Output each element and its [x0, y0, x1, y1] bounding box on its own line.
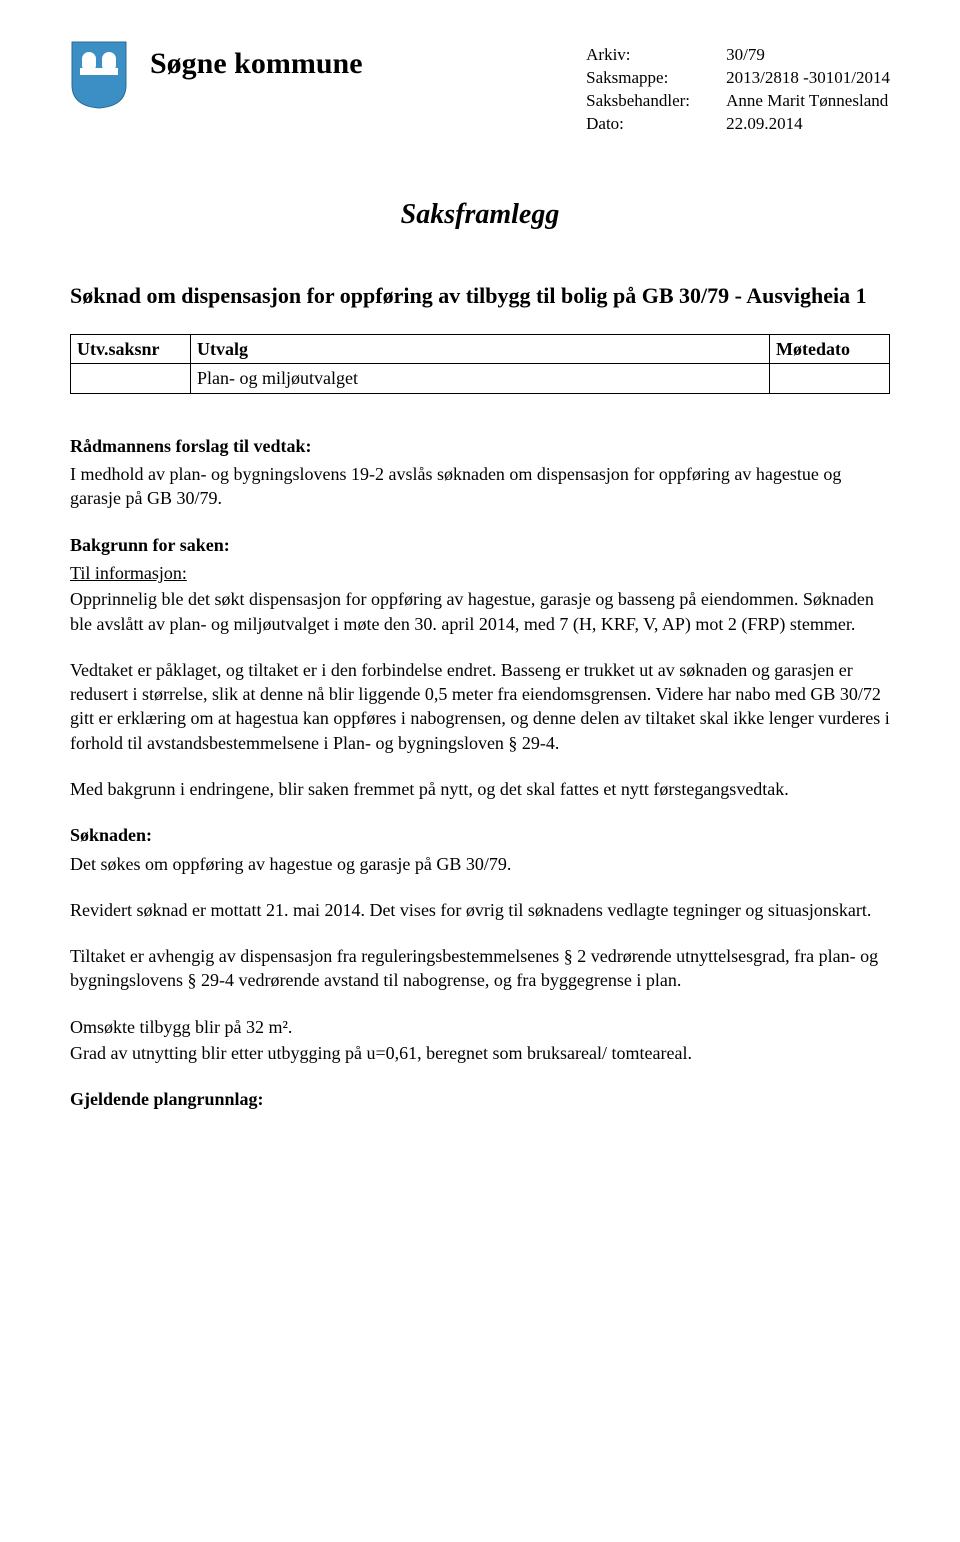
meta-value: Anne Marit Tønnesland: [726, 90, 890, 113]
meta-value: 30/79: [726, 44, 890, 67]
col-header-utvsaksnr: Utv.saksnr: [71, 335, 191, 364]
soknad-heading: Søknaden:: [70, 823, 890, 847]
meta-row-saksbehandler: Saksbehandler: Anne Marit Tønnesland: [586, 90, 890, 113]
cell-motedato: [770, 364, 890, 393]
document-header: Søgne kommune Arkiv: 30/79 Saksmappe: 20…: [70, 40, 890, 136]
tilinfo-text: Opprinnelig ble det søkt dispensasjon fo…: [70, 587, 890, 636]
col-header-utvalg: Utvalg: [191, 335, 770, 364]
meta-label: Arkiv:: [586, 44, 726, 67]
document-subtitle: Saksframlegg: [70, 196, 890, 234]
tilinfo-label: Til informasjon:: [70, 561, 890, 585]
meta-row-dato: Dato: 22.09.2014: [586, 113, 890, 136]
table-header-row: Utv.saksnr Utvalg Møtedato: [71, 335, 890, 364]
cell-utvsaksnr: [71, 364, 191, 393]
radmann-text: I medhold av plan- og bygningslovens 19-…: [70, 462, 890, 511]
meta-value: 22.09.2014: [726, 113, 890, 136]
omsokte-line1: Omsøkte tilbygg blir på 32 m².: [70, 1015, 890, 1039]
meta-label: Saksbehandler:: [586, 90, 726, 113]
bakgrunn-heading: Bakgrunn for saken:: [70, 533, 890, 557]
meta-label: Saksmappe:: [586, 67, 726, 90]
document-metadata: Arkiv: 30/79 Saksmappe: 2013/2818 -30101…: [586, 40, 890, 136]
cell-utvalg: Plan- og miljøutvalget: [191, 364, 770, 393]
org-name: Søgne kommune: [150, 40, 586, 85]
soknad-text: Det søkes om oppføring av hagestue og ga…: [70, 852, 890, 876]
meta-value: 2013/2818 -30101/2014: [726, 67, 890, 90]
meta-label: Dato:: [586, 113, 726, 136]
bakgrunn-paragraph: Med bakgrunn i endringene, blir saken fr…: [70, 777, 890, 801]
radmann-heading: Rådmannens forslag til vedtak:: [70, 434, 890, 458]
case-table: Utv.saksnr Utvalg Møtedato Plan- og milj…: [70, 334, 890, 394]
table-row: Plan- og miljøutvalget: [71, 364, 890, 393]
municipality-shield-icon: [70, 40, 128, 110]
omsokte-line2: Grad av utnytting blir etter utbygging p…: [70, 1041, 890, 1065]
gjeldende-heading: Gjeldende plangrunnlag:: [70, 1087, 890, 1111]
meta-row-arkiv: Arkiv: 30/79: [586, 44, 890, 67]
vedtak-paragraph: Vedtaket er påklaget, og tiltaket er i d…: [70, 658, 890, 755]
col-header-motedato: Møtedato: [770, 335, 890, 364]
revidert-paragraph: Revidert søknad er mottatt 21. mai 2014.…: [70, 898, 890, 922]
tiltak-paragraph: Tiltaket er avhengig av dispensasjon fra…: [70, 944, 890, 993]
document-title: Søknad om dispensasjon for oppføring av …: [70, 282, 890, 311]
meta-row-saksmappe: Saksmappe: 2013/2818 -30101/2014: [586, 67, 890, 90]
